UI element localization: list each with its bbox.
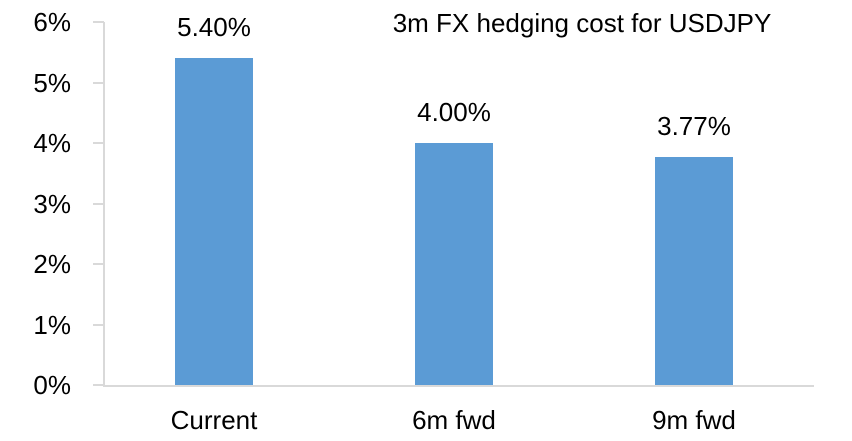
y-axis-line xyxy=(103,22,105,387)
y-tick-mark xyxy=(93,142,104,144)
x-category-label: Current xyxy=(170,405,258,435)
y-tick-mark xyxy=(93,202,104,205)
bar xyxy=(415,143,493,385)
x-category-label: 9m fwd xyxy=(652,405,736,435)
y-tick-mark xyxy=(93,323,104,326)
x-category-label: 6m fwd xyxy=(412,405,496,435)
y-tick-mark xyxy=(93,263,104,265)
y-tick-label: 5% xyxy=(33,67,71,98)
y-tick-label: 6% xyxy=(33,7,71,37)
y-tick-label: 2% xyxy=(33,249,71,279)
chart-title: 3m FX hedging cost for USDJPY xyxy=(392,8,772,38)
y-tick-mark xyxy=(93,81,104,84)
bar xyxy=(655,156,733,385)
bar xyxy=(175,58,253,385)
y-tick-label: 1% xyxy=(33,309,71,340)
y-tick-label: 3% xyxy=(33,188,71,219)
bar-value-label: 3.77% xyxy=(657,110,731,141)
bar-value-label: 5.40% xyxy=(177,12,251,43)
bar-value-label: 4.00% xyxy=(417,97,491,127)
x-axis-line xyxy=(103,385,814,387)
y-tick-mark xyxy=(93,21,104,23)
y-tick-label: 4% xyxy=(33,128,71,158)
y-tick-mark xyxy=(93,384,104,386)
y-tick-label: 0% xyxy=(33,370,71,400)
